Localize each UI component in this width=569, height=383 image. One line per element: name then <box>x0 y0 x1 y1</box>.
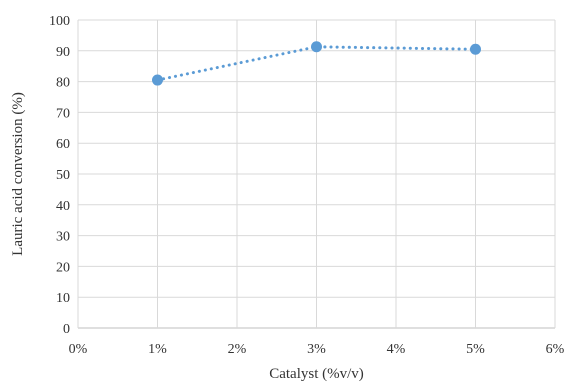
data-point <box>152 74 163 86</box>
x-tick-label: 0% <box>69 342 88 357</box>
y-tick-label: 60 <box>56 137 70 152</box>
data-point <box>470 43 481 55</box>
y-tick-label: 70 <box>56 106 70 121</box>
y-tick-label: 40 <box>56 199 70 214</box>
series-layer <box>152 41 481 86</box>
y-tick-label: 30 <box>56 230 70 245</box>
x-tick-label: 2% <box>228 342 247 357</box>
y-axis-tick-labels: 0 10 20 30 40 50 60 70 80 90 100 <box>49 14 70 337</box>
x-tick-label: 4% <box>387 342 406 357</box>
y-tick-label: 90 <box>56 45 70 60</box>
x-tick-label: 6% <box>546 342 565 357</box>
data-point <box>311 41 322 53</box>
x-tick-label: 1% <box>148 342 167 357</box>
series-line <box>156 45 477 82</box>
grid-lines <box>77 19 556 329</box>
y-tick-label: 20 <box>56 260 70 275</box>
y-tick-label: 50 <box>56 168 70 183</box>
y-tick-label: 80 <box>56 76 70 91</box>
x-axis-title: Catalyst (%v/v) <box>269 366 364 382</box>
y-axis-title: Lauric acid conversion (%) <box>10 92 26 256</box>
x-tick-label: 5% <box>466 342 485 357</box>
y-tick-label: 0 <box>63 322 70 337</box>
x-tick-label: 3% <box>307 342 326 357</box>
y-tick-label: 100 <box>49 14 70 29</box>
x-axis-tick-labels: 0% 1% 2% 3% 4% 5% 6% <box>69 342 565 357</box>
y-tick-label: 10 <box>56 291 70 306</box>
